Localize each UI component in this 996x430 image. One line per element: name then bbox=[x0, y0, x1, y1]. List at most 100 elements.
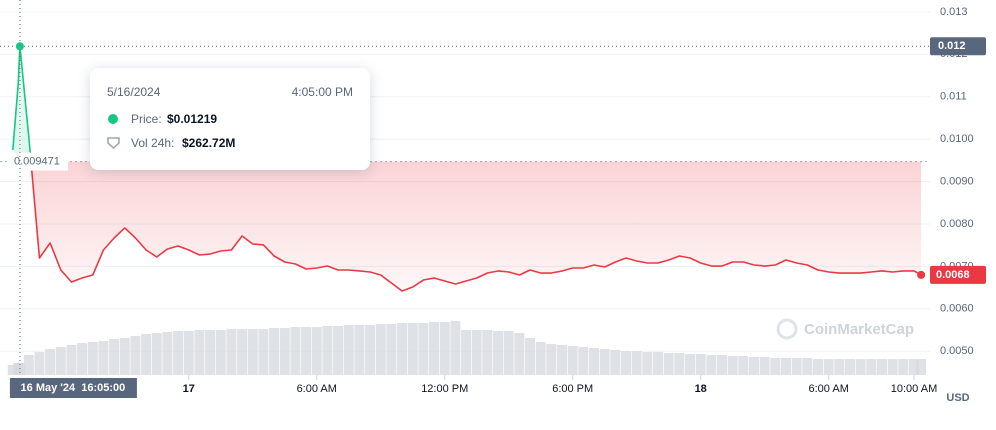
volume-bar bbox=[663, 352, 674, 375]
volume-bar bbox=[439, 322, 450, 375]
volume-bar bbox=[151, 333, 162, 375]
volume-bar bbox=[7, 365, 18, 375]
volume-bar bbox=[397, 323, 408, 375]
volume-bar bbox=[55, 347, 66, 375]
price-line bbox=[12, 45, 922, 292]
volume-bar bbox=[87, 341, 98, 375]
volume-bar bbox=[461, 329, 472, 375]
volume-bar bbox=[578, 347, 589, 375]
volume-bar bbox=[823, 359, 834, 375]
x-tick-label: 17 bbox=[183, 383, 195, 395]
volume-bar bbox=[301, 327, 312, 375]
y-tick-label: 0.0060 bbox=[940, 303, 974, 315]
volume-bar bbox=[194, 329, 205, 375]
volume-bar bbox=[770, 358, 781, 375]
volume-bar bbox=[386, 324, 397, 375]
volume-bar bbox=[653, 351, 664, 375]
volume-bar bbox=[909, 359, 920, 375]
baseline-label-bg bbox=[10, 152, 68, 171]
crosshair-x-label: 16 May '24 16:05:00 bbox=[21, 382, 126, 394]
watermark: CoinMarketCap bbox=[776, 318, 914, 340]
volume-bar bbox=[162, 332, 173, 375]
volume-bar bbox=[727, 356, 738, 375]
current-price-badge bbox=[930, 265, 986, 284]
volume-bar bbox=[450, 321, 461, 375]
volume-bar bbox=[343, 325, 354, 375]
x-tick-label: 6:00 AM bbox=[809, 383, 849, 395]
y-tick-label: 0.013 bbox=[940, 6, 968, 18]
currency-label: USD bbox=[946, 392, 969, 404]
tooltip-time: 4:05:00 PM bbox=[291, 85, 353, 99]
volume-bar bbox=[749, 357, 760, 375]
volume-bar bbox=[375, 324, 386, 375]
x-tick-label: 12:00 PM bbox=[421, 383, 468, 395]
volume-bar bbox=[621, 350, 632, 375]
last-point bbox=[917, 270, 926, 279]
tooltip-date: 5/16/2024 bbox=[107, 85, 161, 99]
x-tick-label: 6:00 AM bbox=[297, 383, 337, 395]
volume-bar bbox=[535, 341, 546, 375]
price-dot bbox=[108, 114, 118, 124]
volume-bar bbox=[226, 329, 237, 375]
volume-bar bbox=[322, 326, 333, 375]
volume-icon bbox=[107, 137, 120, 149]
volume-bar bbox=[525, 338, 536, 375]
volume-bar bbox=[759, 357, 770, 375]
volume-bar bbox=[813, 359, 824, 375]
watermark-text: CoinMarketCap bbox=[804, 321, 914, 338]
volume-bar bbox=[482, 329, 493, 375]
volume-bar bbox=[66, 345, 77, 375]
volume-bar bbox=[269, 328, 280, 375]
crosshair-x-badge bbox=[9, 378, 137, 398]
x-tick-label: 10:00 AM bbox=[891, 383, 937, 395]
watermark-logo bbox=[776, 318, 798, 340]
tooltip-volume: $262.72M bbox=[182, 136, 236, 150]
volume-bar bbox=[855, 359, 866, 375]
volume-bar bbox=[205, 329, 216, 375]
volume-bar bbox=[23, 355, 34, 375]
volume-bar bbox=[674, 352, 685, 375]
volume-bar bbox=[503, 330, 514, 375]
volume-bar bbox=[429, 322, 440, 375]
volume-bar bbox=[471, 329, 482, 375]
volume-bar bbox=[791, 358, 802, 375]
volume-bar bbox=[407, 323, 418, 375]
volume-bar bbox=[685, 354, 696, 375]
volume-bar bbox=[845, 359, 856, 375]
volume-bar bbox=[557, 345, 568, 375]
volume-bar bbox=[77, 343, 88, 375]
y-tick-label: 0.0100 bbox=[940, 133, 974, 145]
volume-bar bbox=[599, 349, 610, 375]
volume-bar bbox=[781, 358, 792, 375]
y-tick-label: 0.011 bbox=[940, 91, 967, 103]
volume-bar bbox=[866, 359, 877, 375]
volume-bar bbox=[247, 329, 258, 375]
crosshair-y-label: 0.012 bbox=[938, 40, 966, 52]
tooltip: 5/16/2024 4:05:00 PM Price: $0.01219 Vol… bbox=[90, 68, 370, 170]
volume-bar bbox=[916, 359, 927, 375]
volume-bar bbox=[365, 325, 376, 375]
tooltip-price-label: Price: bbox=[131, 112, 162, 126]
volume-bar bbox=[589, 348, 600, 375]
volume-bar bbox=[311, 327, 322, 375]
volume-bar bbox=[45, 349, 56, 375]
y-tick-label: 0.0050 bbox=[940, 345, 974, 357]
volume-bar bbox=[887, 359, 898, 375]
volume-bar bbox=[279, 328, 290, 375]
volume-bar bbox=[354, 325, 365, 375]
volume-bar bbox=[717, 355, 728, 375]
x-tick-label: 6:00 PM bbox=[552, 383, 593, 395]
volume-bar bbox=[215, 329, 226, 375]
volume-bar bbox=[109, 339, 120, 375]
volume-bar bbox=[631, 350, 642, 375]
volume-bar bbox=[258, 329, 269, 375]
volume-bar bbox=[183, 330, 194, 375]
volume-bar bbox=[898, 359, 909, 375]
volume-bar bbox=[333, 326, 344, 375]
volume-bar bbox=[802, 358, 813, 375]
volume-bar bbox=[98, 340, 109, 375]
volume-bar bbox=[34, 351, 45, 375]
volume-bar bbox=[514, 333, 525, 375]
